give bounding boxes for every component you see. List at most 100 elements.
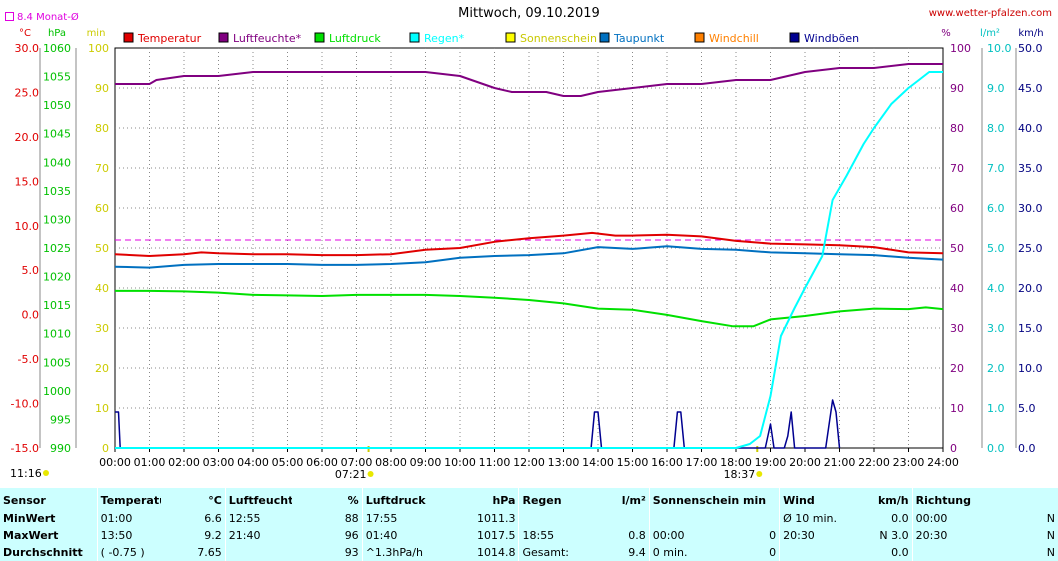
temp-axis-tick: 30.0: [15, 42, 40, 55]
rain-axis-tick: 8.0: [987, 122, 1005, 135]
max-rain-time: 18:55: [518, 527, 586, 544]
sunshine-axis-tick: 10: [95, 402, 109, 415]
chart-title: Mittwoch, 09.10.2019: [458, 6, 600, 21]
avg-sun-value: 0: [769, 546, 777, 559]
series-luftdruck: [115, 289, 944, 328]
sunshine-axis-tick: 60: [95, 202, 109, 215]
sunshine-axis-tick: 20: [95, 362, 109, 375]
pressure-axis-tick: 1030: [43, 213, 71, 226]
chart-series: [114, 63, 944, 449]
legend-label: Windböen: [804, 32, 859, 45]
avg-hum-time: [224, 544, 292, 561]
row-label: MaxWert: [3, 529, 59, 542]
legend-label: Regen*: [424, 32, 465, 45]
sunshine-axis-tick: 50: [95, 242, 109, 255]
sunset-time: 18:37: [724, 468, 756, 481]
rain-axis-tick: 10.0: [987, 42, 1012, 55]
stats-row-min: MinWert 01:00 6.6 12:55 88 17:55 1011.3 …: [0, 510, 1058, 527]
stats-row-avg: Durchschnitt ( -0.75 ) 7.65 93 ^1.3hPa/h…: [0, 544, 1058, 561]
humidity-axis-tick: 20: [950, 362, 964, 375]
humidity-axis-tick: 90: [950, 82, 964, 95]
x-tick-label: 18:00: [720, 456, 752, 469]
x-tick-label: 05:00: [272, 456, 304, 469]
chart-grid: [114, 47, 944, 449]
legend-label: Temperatur: [137, 32, 202, 45]
x-tick-label: 24:00: [927, 456, 959, 469]
pressure-axis-tick: 1035: [43, 185, 71, 198]
max-press-time: 01:40: [361, 527, 429, 544]
temp-axis-tick: -10.0: [11, 398, 39, 411]
max-temp-value: 9.2: [204, 529, 222, 542]
wind-axis-tick: 10.0: [1018, 362, 1043, 375]
max-dir-time: 20:30: [911, 527, 1001, 544]
avg-temp-trend: ( -0.75 ): [96, 544, 162, 561]
legend-swatch: [505, 32, 516, 43]
max-rain-value: 0.8: [628, 529, 646, 542]
rain-axis-tick: 4.0: [987, 282, 1005, 295]
x-tick-label: 03:00: [203, 456, 235, 469]
temp-axis-tick: 25.0: [15, 86, 40, 99]
humidity-axis-unit: %: [941, 28, 951, 39]
temp-axis-tick: -15.0: [11, 442, 39, 455]
min-temp-value: 6.6: [204, 512, 222, 525]
temp-axis-unit: °C: [19, 28, 31, 39]
rain-total-value: 9.4: [628, 546, 646, 559]
sunrise-time: 07:21: [335, 468, 367, 481]
max-wind-time: 20:30: [779, 527, 873, 544]
x-tick-label: 23:00: [893, 456, 925, 469]
wind-axis-tick: 20.0: [1018, 282, 1043, 295]
max-hum-time: 21:40: [224, 527, 292, 544]
temp-axis-tick: 20.0: [15, 131, 40, 144]
month-average-text: 8.4 Monat-Ø: [17, 12, 79, 23]
legend-swatch: [314, 32, 325, 43]
hdr-press-unit: hPa: [492, 493, 516, 507]
max-wind-value: N 3.0: [879, 529, 909, 542]
max-hum-value: 96: [344, 529, 359, 542]
series-temperatur: [114, 231, 944, 257]
min-hum-value: 88: [344, 512, 359, 525]
hdr-direction: Richtung: [911, 488, 1001, 510]
pressure-axis-tick: 1015: [43, 299, 71, 312]
series-regen: [115, 71, 943, 449]
hdr-temp-unit: °C: [208, 493, 222, 507]
humidity-axis-tick: 40: [950, 282, 964, 295]
min-hum-time: 12:55: [224, 510, 292, 527]
chart-axes: 30.0 25.0 20.0 15.0 10.0 5.0 0.0 -5.0 -10.0 -15.0…: [10, 28, 1044, 481]
humidity-axis-tick: 80: [950, 122, 964, 135]
rain-axis-tick: 7.0: [987, 162, 1005, 175]
legend-label: Luftfeuchte*: [233, 32, 302, 45]
sunshine-axis-tick: 0: [102, 442, 109, 455]
sunshine-axis-tick: 100: [88, 42, 109, 55]
rain-axis-tick: 9.0: [987, 82, 1005, 95]
avg-wind-time: [779, 544, 873, 561]
rain-axis-unit: l/m²: [980, 28, 1000, 39]
legend-swatch: [599, 32, 610, 43]
humidity-axis-tick: 60: [950, 202, 964, 215]
hdr-temperature: Temperatur: [96, 488, 162, 510]
humidity-axis-tick: 100: [950, 42, 971, 55]
legend-swatch: [694, 32, 705, 43]
sunshine-axis-tick: 90: [95, 82, 109, 95]
current-time-icon: [43, 470, 49, 476]
temp-axis-tick: 15.0: [15, 175, 40, 188]
min-dir-time: 00:00: [911, 510, 1001, 527]
hdr-wind-unit: km/h: [877, 493, 909, 507]
temp-axis-tick: 0.0: [22, 309, 40, 322]
wind-axis-tick: 35.0: [1018, 162, 1043, 175]
x-tick-label: 21:00: [824, 456, 856, 469]
weather-chart: 30.0 25.0 20.0 15.0 10.0 5.0 0.0 -5.0 -10.0 -15.0…: [10, 28, 1044, 481]
current-time: 11:16: [10, 467, 42, 480]
sunset-icon: [756, 471, 763, 477]
hdr-hum-unit: %: [347, 493, 359, 507]
chart-legend: Temperatur Luftfeuchte* Luftdruck Regen* Son…: [123, 32, 859, 45]
source-link[interactable]: www.wetter-pfalzen.com: [928, 8, 1052, 19]
max-dir-value: N: [1046, 529, 1055, 542]
humidity-axis-tick: 30: [950, 322, 964, 335]
x-tick-label: 09:00: [410, 456, 442, 469]
x-tick-label: 04:00: [237, 456, 269, 469]
pressure-axis-tick: 1060: [43, 42, 71, 55]
x-tick-label: 07:00: [341, 456, 373, 469]
avg-wind-value: 0.0: [891, 546, 909, 559]
pressure-axis-tick: 1000: [43, 385, 71, 398]
pressure-axis-tick: 1005: [43, 356, 71, 369]
